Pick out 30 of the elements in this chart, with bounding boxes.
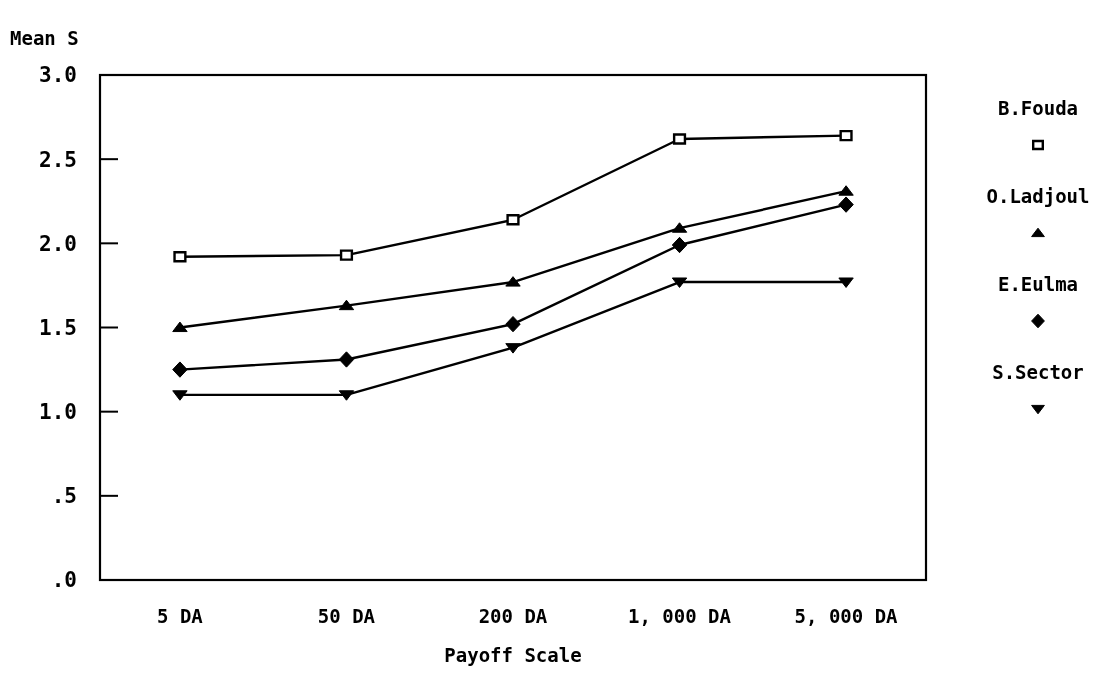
y-tick-label: .5 — [51, 484, 77, 509]
point — [839, 129, 853, 142]
y-axis-title: Mean S — [10, 27, 79, 49]
x-tick-label: 5, 000 DA — [794, 605, 899, 627]
x-axis-title: Payoff Scale — [444, 644, 582, 666]
x-tick-label: 1, 000 DA — [628, 605, 732, 627]
text: O.Ladjoul — [986, 185, 1090, 207]
y-tick-label: 3.0 — [39, 63, 77, 88]
point — [173, 251, 187, 263]
y-tick-label: 2.5 — [39, 147, 77, 172]
text: S.Sector — [992, 361, 1084, 383]
point — [338, 299, 355, 311]
y-tick-label: .0 — [51, 568, 77, 593]
point — [506, 214, 520, 226]
x-tick-label: 50 DA — [317, 605, 376, 627]
point — [338, 351, 355, 368]
point — [671, 236, 688, 254]
point — [172, 361, 188, 378]
text: B.Fouda — [997, 97, 1079, 119]
point — [672, 133, 687, 145]
point — [339, 249, 354, 261]
point — [172, 321, 188, 333]
y-tick-label: 2.0 — [39, 231, 77, 256]
text: E.Eulma — [997, 273, 1079, 295]
y-tick-label: 1.0 — [39, 400, 77, 425]
x-tick-label: 200 DA — [478, 605, 548, 627]
x-tick-label: 5 DA — [157, 605, 204, 627]
point — [838, 196, 854, 213]
y-tick-label: 1.5 — [39, 315, 77, 340]
point — [505, 315, 521, 333]
